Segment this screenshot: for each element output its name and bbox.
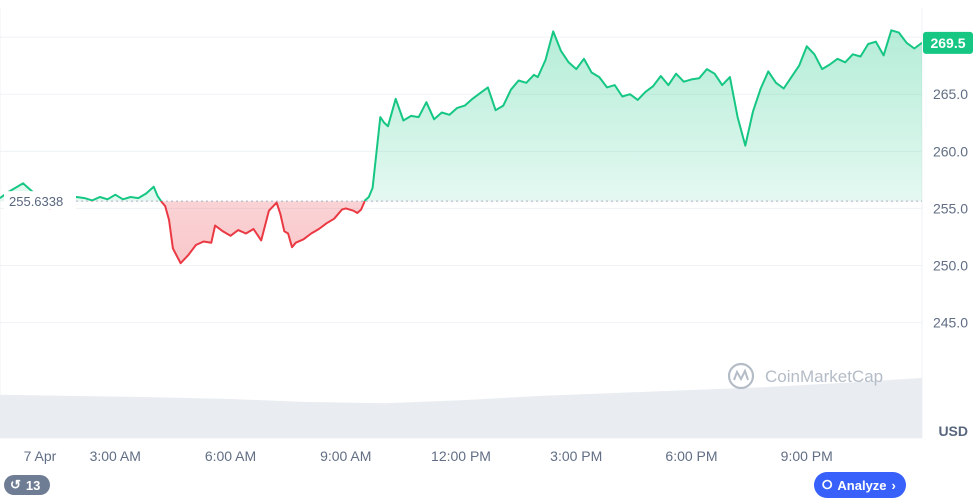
coinmarketcap-logo-mark <box>733 368 749 382</box>
watermark-text: CoinMarketCap <box>765 367 883 386</box>
volume-area <box>0 378 922 438</box>
current-price-tag-bg <box>923 31 973 54</box>
x-tick-label: 3:00 AM <box>90 448 141 464</box>
price-fill-below-baseline <box>0 201 922 264</box>
y-tick-label: 245.0 <box>933 315 968 331</box>
x-axis-ticks: 7 Apr 3:00 AM 6:00 AM 9:00 AM 12:00 PM 3:00 P… <box>24 448 833 464</box>
x-tick-label: 7 Apr <box>24 448 57 464</box>
y-axis-unit: USD <box>938 423 968 439</box>
x-tick-label: 9:00 AM <box>320 448 371 464</box>
watermark: CoinMarketCap <box>727 362 883 390</box>
y-tick-label: 250.0 <box>933 258 968 274</box>
x-tick-label: 6:00 PM <box>665 448 717 464</box>
analyze-button[interactable]: ⭘ Analyze › <box>814 472 906 498</box>
y-tick-label: 260.0 <box>933 143 968 159</box>
baseline-label-bg <box>4 191 76 210</box>
x-tick-label: 12:00 PM <box>431 448 491 464</box>
coinmarketcap-logo-icon <box>727 362 755 390</box>
history-count: 13 <box>25 477 41 493</box>
price-fill-above-baseline <box>0 30 922 202</box>
y-tick-label: 255.0 <box>933 200 968 216</box>
current-price-tag: 269.5 <box>923 31 973 54</box>
chevron-right-icon: › <box>891 477 896 493</box>
price-line-above-baseline[interactable] <box>0 29 922 263</box>
analyze-label: Analyze <box>837 477 887 493</box>
baseline-label: 255.6338 <box>9 194 63 209</box>
history-icon: ↺ <box>10 477 21 492</box>
x-tick-label: 3:00 PM <box>550 448 602 464</box>
history-chip[interactable]: ↺ 13 <box>4 475 51 495</box>
current-price-label: 269.5 <box>930 35 965 51</box>
x-tick-label: 9:00 PM <box>781 448 833 464</box>
y-tick-label: 265.0 <box>933 86 968 102</box>
y-axis-ticks: 265.0 260.0 255.0 250.0 245.0 <box>933 86 968 330</box>
x-tick-label: 6:00 AM <box>205 448 256 464</box>
analyze-icon: ⭘ <box>822 477 833 492</box>
